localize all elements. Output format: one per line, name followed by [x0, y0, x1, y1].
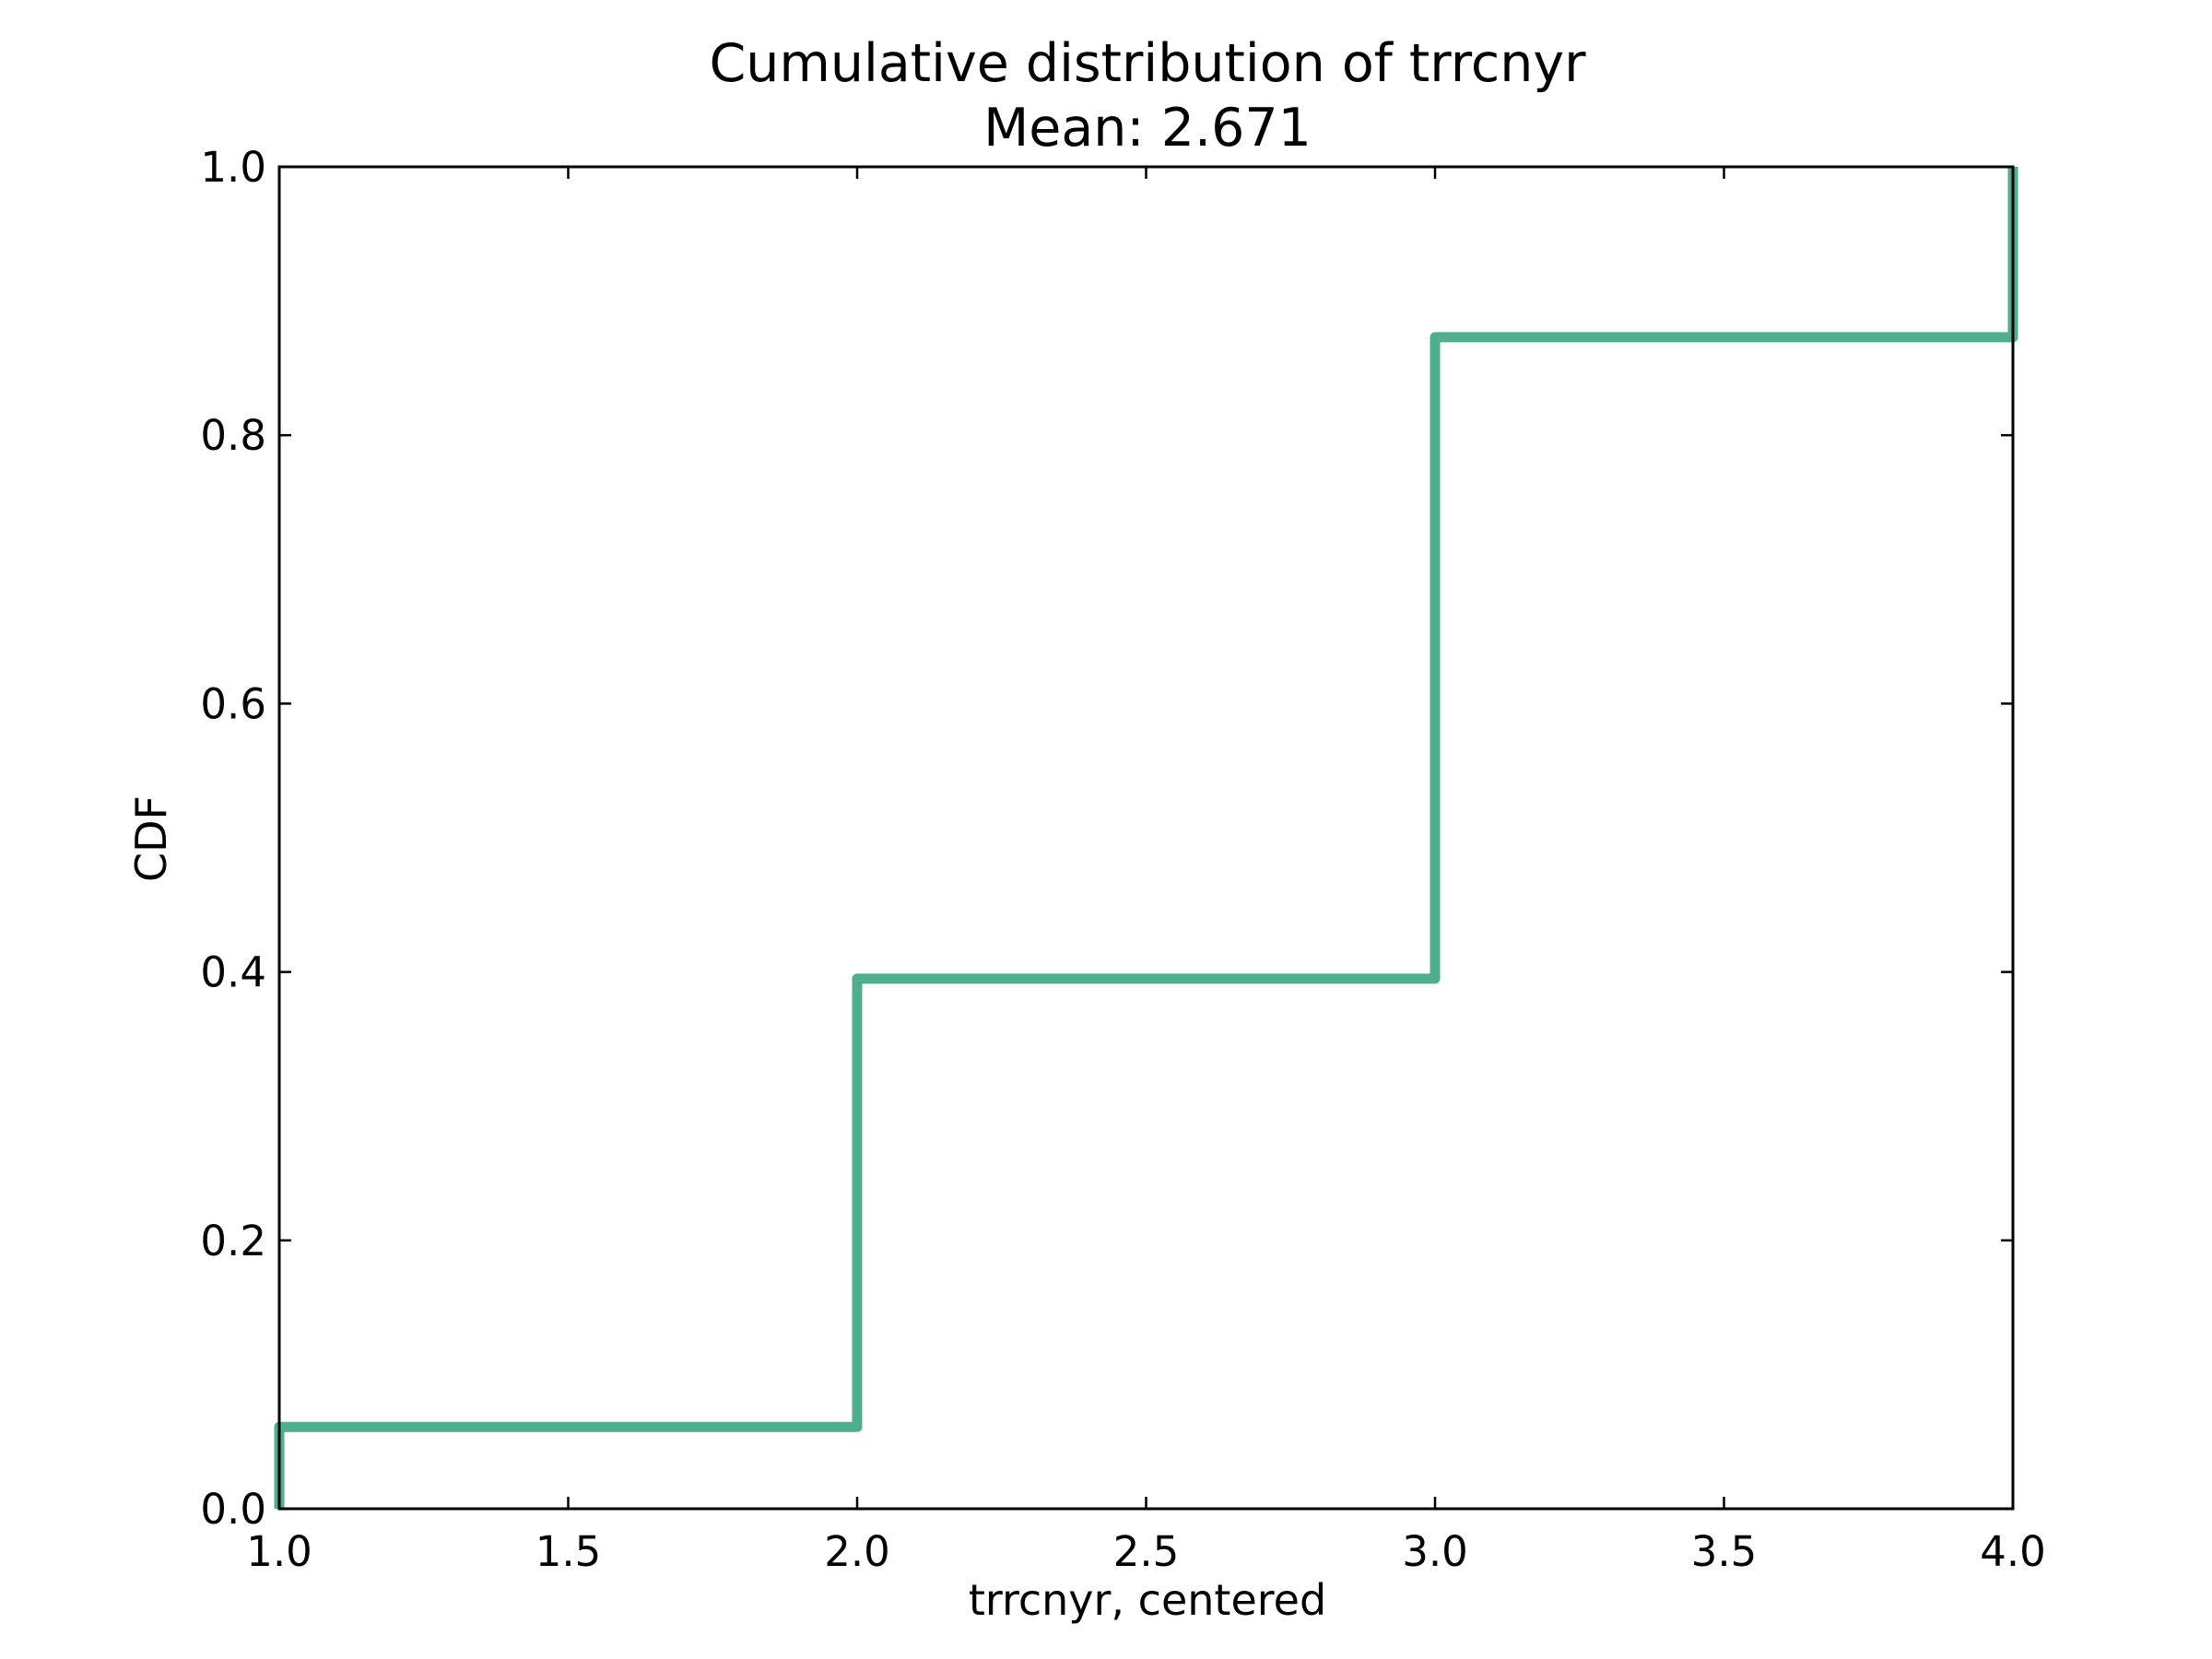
tick-labels: 1.0 1.5 2.0 2.5 3.0 3.5 4.0 0.0 0.2 0.4 0.6 0.8 1.0 [200, 143, 2045, 1576]
x-tick-label: 2.5 [1113, 1527, 1180, 1576]
y-axis-label: CDF [126, 795, 176, 882]
y-tick-label: 0.2 [200, 1217, 266, 1265]
y-tick-label: 0.0 [200, 1485, 266, 1534]
x-tick-label: 2.0 [824, 1527, 890, 1576]
x-axis-label: trrcnyr, centered [969, 1575, 1326, 1625]
x-tick-label: 3.5 [1691, 1527, 1758, 1576]
chart-title: Cumulative distribution of trrcnyr [709, 33, 1586, 94]
y-tick-label: 0.8 [200, 411, 266, 460]
y-tick-label: 1.0 [200, 143, 266, 192]
x-tick-label: 3.0 [1402, 1527, 1468, 1576]
chart-subtitle: Mean: 2.671 [983, 98, 1312, 159]
x-tick-label: 4.0 [1980, 1527, 2046, 1576]
cdf-step-line [274, 167, 2018, 1509]
y-tick-label: 0.6 [200, 679, 266, 728]
plot-frame [277, 165, 2015, 1511]
tick-marks [277, 165, 2015, 1511]
y-tick-label: 0.4 [200, 948, 266, 997]
x-tick-label: 1.0 [246, 1527, 312, 1576]
x-tick-label: 1.5 [535, 1527, 602, 1576]
